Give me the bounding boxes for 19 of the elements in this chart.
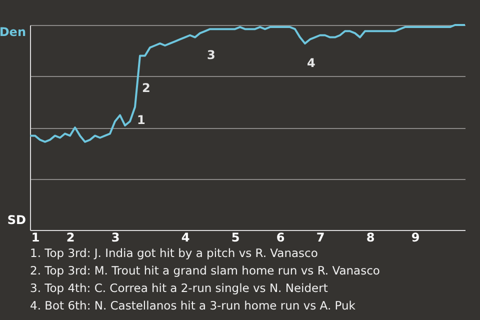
- text: 1. Top 3rd: J. India got hit by a pitch vs R. Vanasco: [30, 246, 318, 260]
- text: SD: [7, 213, 26, 227]
- x-tick-label: 7: [316, 230, 325, 244]
- x-tick-label: 9: [411, 230, 420, 244]
- annotation: 2: [142, 81, 150, 95]
- x-tick-label: 3: [111, 230, 120, 244]
- x-tick-label: 1: [31, 230, 40, 244]
- annotation: 1: [137, 113, 146, 127]
- text: 4. Bot 6th: N. Castellanos hit a 3-run home run vs A. Puk: [30, 298, 356, 312]
- annotation: 4: [307, 56, 316, 70]
- text: 3. Top 4th: C. Correa hit a 2-run single vs N. Neidert: [30, 281, 328, 295]
- text: 2. Top 3rd: M. Trout hit a grand slam home run vs R. Vanasco: [30, 264, 380, 278]
- x-tick-label: 2: [66, 230, 75, 244]
- x-tick-label: 6: [276, 230, 285, 244]
- x-tick-label: 4: [181, 230, 190, 244]
- x-tick-label: 8: [366, 230, 375, 244]
- annotation: 3: [207, 48, 216, 62]
- x-tick-label: 5: [231, 230, 240, 244]
- text: Den: [0, 25, 26, 39]
